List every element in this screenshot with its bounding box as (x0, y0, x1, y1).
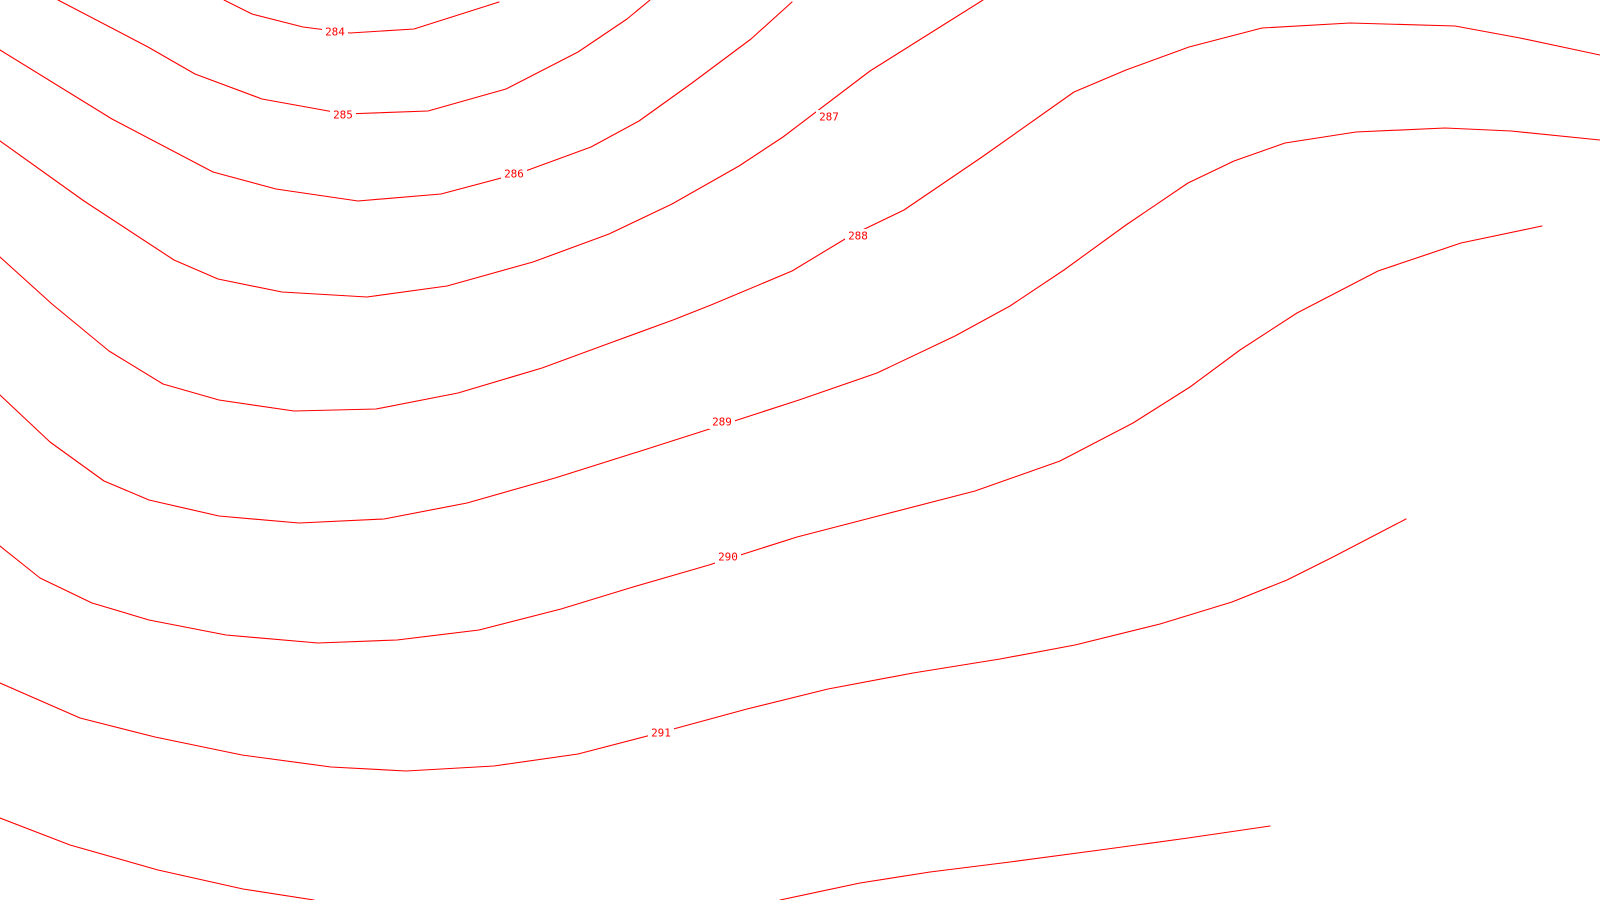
contour-line-290 (0, 225, 1543, 644)
contour-label-287: 287 (819, 111, 839, 124)
contour-label-background (322, 25, 348, 39)
contour-label-291: 291 (651, 727, 671, 740)
contour-label-background (715, 550, 741, 564)
contour-label-background (709, 415, 735, 429)
contour-line-292-segment-1 (0, 817, 315, 900)
contour-label-background (501, 167, 527, 181)
contour-label-background (845, 229, 871, 243)
contour-label-290: 290 (718, 551, 738, 564)
contour-label-background (648, 726, 674, 740)
contour-line-292-segment-2 (779, 825, 1271, 900)
contour-label-background (330, 108, 356, 122)
contour-line-286 (0, 1, 793, 202)
contour-labels: 284 285 286 287 288 289 290 291 (322, 25, 871, 740)
contour-label-background (816, 110, 842, 124)
contour-label-286: 286 (504, 168, 524, 181)
contour-line-291 (0, 518, 1407, 772)
contour-label-289: 289 (712, 416, 732, 429)
contour-label-284: 284 (325, 26, 345, 39)
contour-line-285 (57, 0, 651, 115)
contour-line-287 (0, 0, 984, 298)
contour-label-285: 285 (333, 109, 353, 122)
contour-line-289 (0, 127, 1600, 524)
contour-line-288 (0, 22, 1600, 412)
contour-label-288: 288 (848, 230, 868, 243)
